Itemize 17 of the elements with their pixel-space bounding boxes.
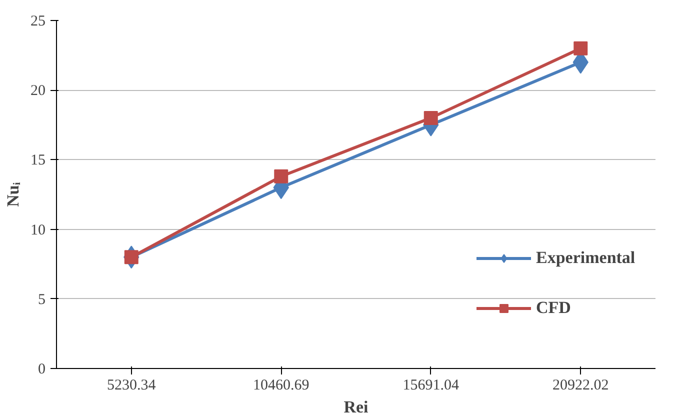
- x-tick-label: 15691.04: [402, 378, 460, 394]
- legend-label: Experimental: [536, 248, 636, 268]
- y-tick-label: 25: [30, 14, 46, 30]
- y-tick-label: 15: [30, 152, 46, 169]
- y-tick-label: 5: [38, 292, 46, 308]
- point: [274, 169, 288, 184]
- point: [424, 110, 438, 125]
- legend-label: CFD: [536, 298, 571, 318]
- x-axis-title: Rei: [344, 398, 369, 416]
- y-tick-label: 10: [30, 222, 46, 238]
- y-tick-label: 20: [30, 83, 46, 100]
- point: [574, 41, 588, 56]
- x-tick-label: 20922.02: [552, 378, 609, 394]
- y-tick-label: 0: [38, 362, 46, 378]
- x-tick-label: 5230.34: [107, 378, 156, 394]
- y-axis-title: Nuᵢ: [4, 182, 22, 207]
- x-tick-label: 10460.69: [253, 378, 310, 394]
